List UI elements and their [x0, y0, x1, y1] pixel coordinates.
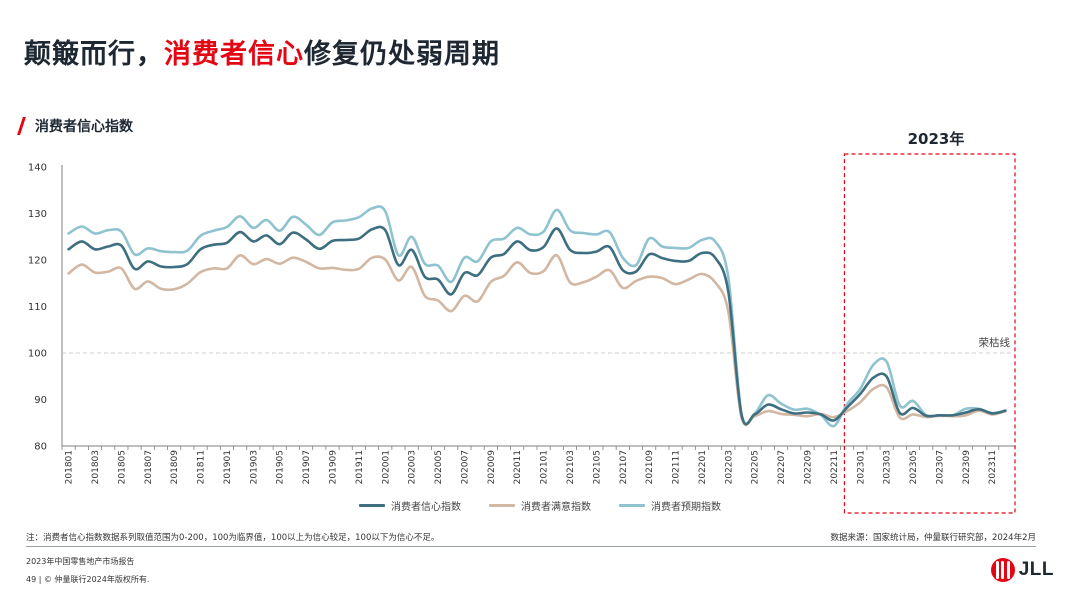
x-tick-label: 201803 [91, 450, 101, 484]
footer-divider [26, 546, 1036, 547]
report-name: 2023年中国零售地产市场报告 [26, 557, 135, 566]
legend-item-1: 消费者信心指数 [359, 498, 461, 513]
x-tick-label: 202305 [909, 450, 919, 484]
y-tick-label: 120 [28, 256, 47, 267]
x-tick-label: 202007 [460, 450, 470, 484]
series-line-3 [67, 205, 1007, 428]
copyright: 49 | © 仲量联行2024年版权所有. [26, 575, 150, 584]
x-tick-label: 202105 [592, 450, 602, 484]
legend-swatch [359, 504, 385, 507]
x-tick-label: 202101 [540, 450, 550, 484]
x-tick-label: 202203 [724, 450, 734, 484]
y-tick-label: 110 [28, 302, 47, 313]
x-tick-label: 201905 [276, 450, 286, 484]
title-prefix: 颠簸而行， [24, 39, 164, 70]
data-source: 数据来源：国家统计局，仲量联行研究部，2024年2月 [830, 533, 1036, 543]
x-tick-label: 202011 [513, 450, 523, 484]
x-tick-label: 201805 [117, 450, 127, 484]
x-tick-label: 202003 [408, 450, 418, 484]
y-tick-label: 130 [28, 209, 47, 220]
legend-item-3: 消费者预期指数 [619, 498, 721, 513]
x-tick-label: 201911 [355, 450, 365, 484]
x-tick-label: 202111 [672, 450, 682, 484]
x-tick-label: 202301 [856, 450, 866, 484]
title-suffix: 修复仍处弱周期 [304, 39, 500, 70]
highlight-year-label: 2023年 [907, 130, 965, 148]
legend-label: 消费者信心指数 [391, 502, 461, 513]
legend-label: 消费者预期指数 [651, 502, 721, 513]
jll-logo: JLL [990, 558, 1054, 582]
x-tick-label: 202307 [935, 450, 945, 484]
x-tick-label: 202109 [645, 450, 655, 485]
x-tick-label: 202107 [619, 450, 629, 484]
y-tick-label: 90 [34, 395, 47, 406]
chart-subtitle: 消费者信心指数 [35, 119, 133, 135]
footnote: 注：消费者信心指数数据系列取值范围为0-200，100为临界值，100以上为信心… [26, 533, 440, 543]
legend-swatch [489, 504, 515, 507]
x-tick-label: 202209 [803, 450, 813, 485]
y-tick-label: 80 [34, 442, 47, 453]
legend-item-2: 消费者满意指数 [489, 498, 591, 513]
chart-legend: 消费者信心指数 消费者满意指数 消费者预期指数 [0, 498, 1080, 513]
x-tick-label: 201801 [65, 450, 75, 484]
jll-logo-icon [990, 558, 1015, 582]
x-tick-label: 201909 [328, 450, 338, 485]
x-tick-label: 201907 [302, 450, 312, 484]
x-tick-label: 202001 [381, 450, 391, 484]
page-title: 颠簸而行，消费者信心修复仍处弱周期 [24, 32, 500, 71]
x-tick-label: 201901 [223, 450, 233, 484]
y-tick-label: 140 [28, 163, 47, 174]
x-tick-label: 202009 [487, 450, 497, 485]
x-tick-label: 202309 [962, 450, 972, 485]
legend-label: 消费者满意指数 [521, 502, 591, 513]
x-tick-label: 202303 [883, 450, 893, 484]
title-accent: 消费者信心 [164, 39, 304, 70]
series-line-2 [67, 253, 1007, 427]
x-tick-label: 201807 [144, 450, 154, 484]
x-tick-label: 202211 [830, 450, 840, 484]
x-tick-label: 202005 [434, 450, 444, 484]
x-tick-label: 202201 [698, 450, 708, 484]
x-tick-label: 201903 [249, 450, 259, 484]
x-tick-label: 202103 [566, 450, 576, 484]
x-tick-label: 202205 [751, 450, 761, 484]
x-tick-label: 201811 [197, 450, 207, 484]
chart-subtitle-row: 消费者信心指数 [17, 115, 133, 137]
highlight-box-2023 [843, 153, 1016, 514]
legend-swatch [619, 504, 645, 507]
x-tick-label: 202311 [988, 450, 998, 484]
reference-line-label: 荣枯线 [979, 336, 1011, 349]
x-tick-label: 202207 [777, 450, 787, 484]
y-tick-label: 100 [28, 349, 47, 360]
logo-text: JLL [1018, 559, 1054, 580]
series-line-1 [67, 225, 1007, 426]
x-tick-label: 201809 [170, 450, 180, 485]
